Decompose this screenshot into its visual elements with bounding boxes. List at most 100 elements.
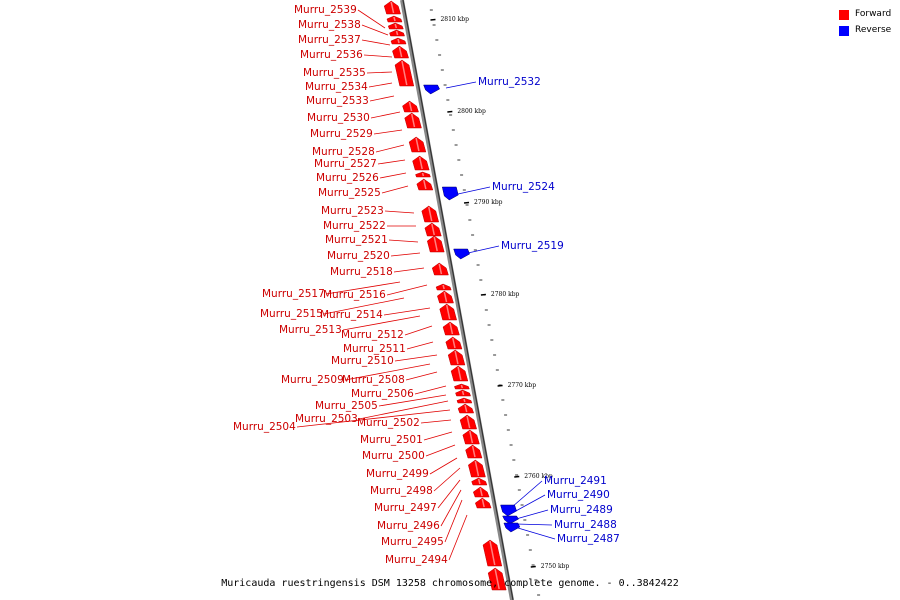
chromosome-axis-line — [402, 0, 514, 600]
forward-gene-shading — [408, 101, 413, 112]
chromosome-backbone — [400, 0, 514, 600]
forward-gene-leader — [383, 307, 431, 316]
forward-gene-shading — [454, 350, 459, 365]
forward-gene-shading — [471, 445, 476, 458]
forward-gene-shading — [457, 366, 462, 381]
forward-gene-leader — [366, 71, 393, 74]
forward-gene-label: Murru_2510 — [331, 355, 394, 367]
forward-gene-shading — [464, 404, 468, 413]
forward-gene-label: Murru_2505 — [315, 400, 378, 412]
forward-gene-leader — [325, 281, 401, 295]
forward-gene-shading — [438, 263, 443, 275]
forward-gene-shading — [466, 415, 471, 429]
forward-gene-leader — [390, 252, 421, 257]
forward-gene-label: Murru_2501 — [360, 434, 423, 446]
reverse-gene-leader — [517, 527, 556, 540]
forward-gene-leader — [440, 489, 462, 527]
legend-forward-swatch — [839, 10, 849, 20]
forward-gene-label: Murru_2509 — [281, 374, 344, 386]
forward-gene-leader — [296, 409, 451, 428]
reverse-gene-block — [502, 515, 519, 525]
forward-gene-shading — [449, 322, 454, 335]
forward-gene-leader — [425, 444, 456, 457]
forward-gene-shading — [390, 1, 395, 14]
forward-gene-label: Murru_2497 — [374, 502, 437, 514]
forward-gene-label: Murru_2518 — [330, 266, 393, 278]
reverse-gene-leader — [513, 494, 546, 513]
forward-gene-label: Murru_2512 — [341, 329, 404, 341]
forward-gene-leader — [423, 431, 453, 441]
forward-gene-label: Murru_2538 — [298, 19, 361, 31]
forward-gene-leader — [344, 363, 431, 381]
forward-gene-shading — [443, 291, 448, 303]
legend-reverse-label: Reverse — [855, 25, 892, 35]
reverse-gene-label: Murru_2524 — [492, 181, 555, 193]
legend-forward-label: Forward — [855, 9, 892, 19]
reverse-gene-label: Murru_2490 — [547, 489, 610, 501]
forward-gene-leader — [381, 185, 409, 194]
reverse-gene-block — [500, 504, 517, 517]
forward-gene-label: Murru_2527 — [314, 158, 377, 170]
forward-gene-label: Murru_2504 — [233, 421, 296, 433]
forward-gene-leader — [377, 159, 406, 165]
forward-gene-label: Murru_2525 — [318, 187, 381, 199]
forward-gene-leader — [368, 82, 393, 88]
reverse-gene-leader — [467, 245, 500, 254]
forward-gene-label: Murru_2502 — [357, 417, 420, 429]
ruler-major-tick — [480, 293, 486, 296]
reverse-gene-block — [423, 84, 440, 95]
ruler-label: 2790 kbp — [474, 199, 503, 206]
gene-track — [383, 0, 521, 591]
forward-gene-leader — [429, 457, 458, 475]
forward-gene-shading — [418, 156, 423, 170]
reverse-gene-block — [503, 522, 521, 533]
forward-gene-label: Murru_2496 — [377, 520, 440, 532]
forward-gene-leader — [323, 297, 405, 315]
ruler-label: 2800 kbp — [457, 108, 486, 115]
reverse-gene-leader — [511, 480, 543, 508]
forward-gene-label: Murru_2503 — [295, 413, 358, 425]
forward-gene-leader — [375, 144, 405, 153]
forward-gene-shading — [445, 304, 451, 320]
forward-gene-leader — [358, 400, 449, 420]
reverse-gene-label: Murru_2532 — [478, 76, 541, 88]
forward-gene-label: Murru_2535 — [303, 67, 366, 79]
forward-gene-label: Murru_2515 — [260, 308, 323, 320]
gene-labels: Murru_2539 Murru_2538 Murru_2537 Murru_2536… — [233, 4, 620, 566]
forward-gene-shading — [469, 430, 474, 444]
forward-gene-label: Murru_2521 — [325, 234, 388, 246]
forward-gene-shading — [460, 384, 464, 389]
forward-gene-shading — [481, 498, 485, 508]
forward-gene-shading — [394, 23, 398, 29]
reverse-gene-label: Murru_2488 — [554, 519, 617, 531]
forward-gene-leader — [406, 341, 434, 350]
forward-gene-label: Murru_2506 — [351, 388, 414, 400]
forward-gene-label: Murru_2495 — [381, 536, 444, 548]
forward-gene-shading — [395, 30, 399, 36]
forward-gene-leader — [342, 315, 421, 331]
ruler-major-tick — [497, 384, 503, 387]
forward-gene-leader — [394, 354, 438, 362]
reverse-gene-leader — [457, 186, 491, 195]
forward-gene-leader — [384, 210, 415, 214]
forward-gene-shading — [461, 390, 465, 396]
forward-gene-shading — [463, 398, 466, 403]
forward-gene-label: Murru_2530 — [307, 112, 370, 124]
ruler: 2810 kbp 2800 kbp 2790 kbp 2780 kbp 2770 kbp… — [400, 0, 569, 600]
forward-gene-label: Murru_2516 — [323, 289, 386, 301]
reverse-gene-label: Murru_2491 — [544, 475, 607, 487]
forward-gene-leader — [373, 129, 403, 135]
ruler-label: 2760 kbp — [524, 473, 553, 480]
ruler-major-tick — [430, 18, 436, 21]
forward-gene-leader — [361, 24, 389, 36]
forward-gene-label: Murru_2537 — [298, 34, 361, 46]
genome-caption: Muricauda ruestringensis DSM 13258 chrom… — [221, 578, 679, 589]
forward-gene-leader — [420, 419, 452, 424]
ruler-major-tick — [447, 110, 453, 113]
forward-gene-shading — [410, 113, 416, 128]
forward-gene-label: Murru_2508 — [342, 374, 405, 386]
forward-gene-shading — [423, 179, 427, 190]
forward-gene-label: Murru_2494 — [385, 554, 448, 566]
ruler-label: 2810 kbp — [440, 16, 469, 23]
